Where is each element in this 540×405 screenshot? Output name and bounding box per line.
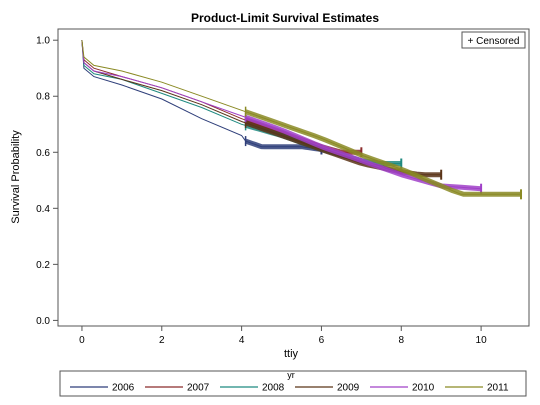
legend-label-2007: 2007 [187, 383, 210, 394]
legend-title: yr [287, 370, 295, 380]
x-tick-label: 2 [159, 335, 165, 346]
legend-label-2011: 2011 [487, 383, 509, 394]
series-layer [81, 40, 523, 200]
legend-label-2006: 2006 [112, 383, 135, 394]
x-tick-label: 6 [319, 335, 325, 346]
x-axis: 0 2 4 6 8 10 [79, 326, 487, 346]
legend-label-2008: 2008 [262, 383, 285, 394]
x-axis-label: ttiy [284, 348, 299, 360]
x-tick-label: 10 [476, 335, 488, 346]
survival-line-2008 [81, 40, 402, 164]
x-tick-label: 0 [79, 335, 85, 346]
legend-label-2009: 2009 [337, 383, 360, 394]
series-2009 [81, 40, 443, 180]
series-2010 [81, 40, 483, 194]
x-tick-label: 8 [398, 335, 404, 346]
y-tick-label: 0.0 [36, 316, 50, 327]
survival-line-2009 [81, 40, 442, 176]
plot-frame [57, 28, 530, 327]
survival-line-2010 [81, 40, 482, 190]
y-tick-label: 0.2 [36, 260, 50, 271]
censored-legend-label: + Censored [468, 36, 520, 47]
series-2011 [81, 40, 523, 200]
survival-line-2011 [81, 40, 521, 195]
y-axis-label: Survival Probability [10, 130, 22, 224]
y-tick-label: 0.4 [36, 204, 50, 215]
legend-label-2010: 2010 [412, 383, 435, 394]
chart-title: Product-Limit Survival Estimates [191, 11, 379, 25]
y-axis: 0.0 0.2 0.4 0.6 0.8 1.0 [36, 36, 58, 327]
y-tick-label: 0.8 [36, 92, 50, 103]
legend-box [59, 370, 527, 397]
censor-band-2010 [244, 114, 482, 192]
censored-legend: + Censored [461, 31, 526, 49]
censored-legend-box [461, 31, 526, 49]
y-tick-label: 0.6 [36, 148, 50, 159]
censor-band-2011 [244, 109, 521, 197]
survival-line-2006 [81, 40, 322, 150]
x-tick-label: 4 [239, 335, 245, 346]
y-tick-label: 1.0 [36, 36, 50, 47]
legend-items: 2006 2007 2008 2009 2010 2011 [70, 383, 509, 394]
